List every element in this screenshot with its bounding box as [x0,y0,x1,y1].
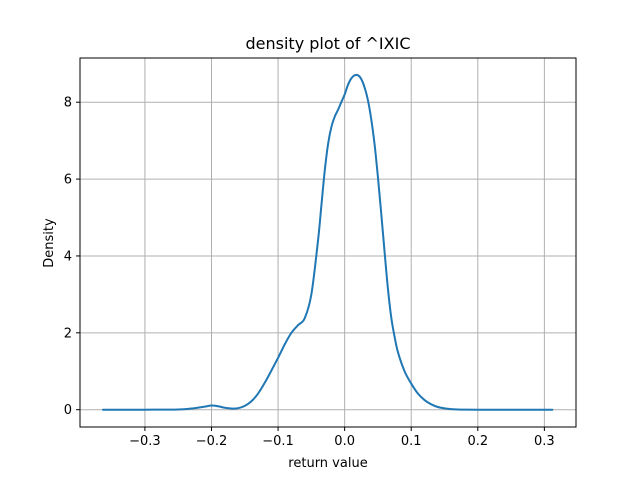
series-layer [101,73,554,411]
plot-frame [79,57,577,428]
x-tick-label: −0.1 [262,434,294,449]
x-axis-label: return value [288,456,367,471]
y-tick-label: 2 [64,326,72,341]
grid [80,58,576,427]
x-tick-label: 0.1 [401,434,422,449]
x-tick-label: −0.2 [196,434,228,449]
y-axis-label: Density [42,218,57,268]
y-axis: 0 2 4 6 8 [64,96,80,418]
chart-title: density plot of ^IXIC [246,34,411,53]
y-tick-label: 0 [64,403,72,418]
y-tick-label: 8 [64,96,72,111]
x-tick-label: 0.3 [534,434,555,449]
x-axis: −0.3 −0.2 −0.1 0.0 0.1 0.2 0.3 [129,427,555,449]
y-tick-label: 6 [64,173,72,188]
y-tick-label: 4 [64,249,72,264]
density-line [101,73,554,411]
x-tick-label: −0.3 [129,434,161,449]
x-tick-label: 0.0 [334,434,355,449]
x-tick-label: 0.2 [467,434,488,449]
